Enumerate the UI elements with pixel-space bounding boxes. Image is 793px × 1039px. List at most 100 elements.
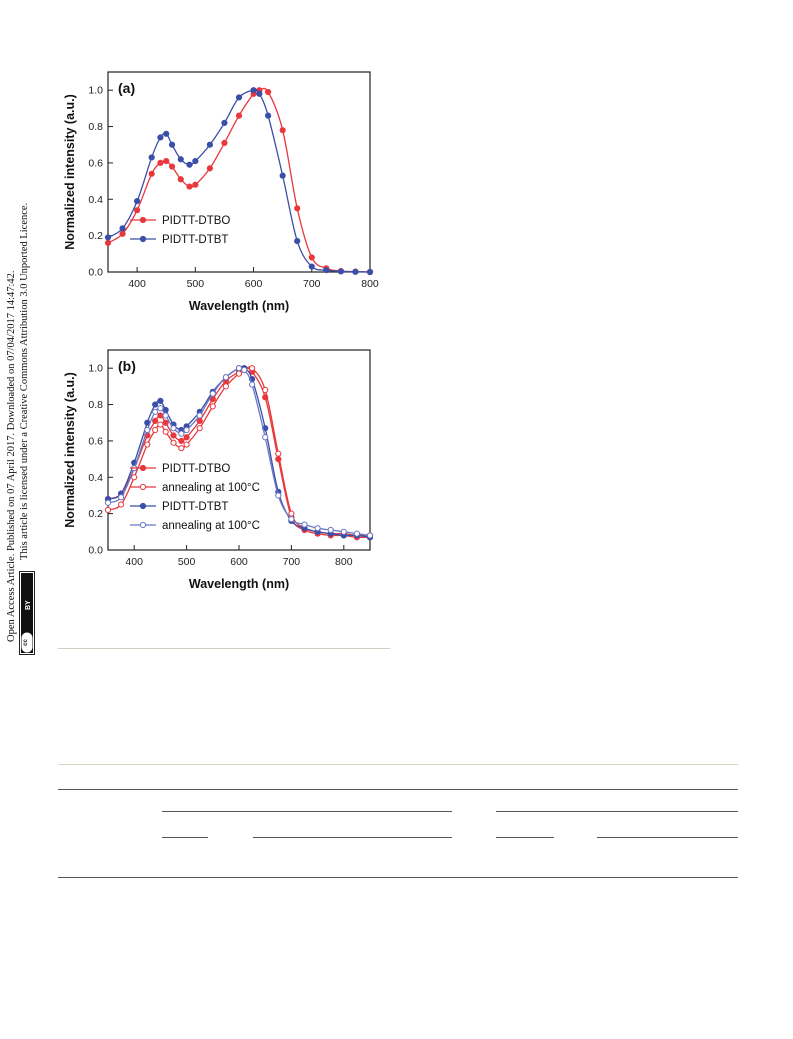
data-point xyxy=(250,87,257,94)
data-point xyxy=(157,412,164,419)
legend-label: PIDTT-DTBO xyxy=(162,215,230,227)
data-point xyxy=(134,207,141,214)
x-tick-label: 500 xyxy=(187,278,205,290)
y-axis-label: Normalized intensity (a.u.) xyxy=(63,372,77,528)
legend-label: PIDTT-DTBT xyxy=(162,501,228,513)
data-point xyxy=(275,450,282,457)
legend-marker xyxy=(139,502,147,510)
data-point xyxy=(222,383,229,390)
data-point xyxy=(314,525,321,532)
cc-text: cc xyxy=(23,639,29,646)
y-tick-label: 0.4 xyxy=(88,194,103,206)
data-point xyxy=(168,163,176,170)
data-point xyxy=(294,237,301,245)
data-point xyxy=(294,205,301,212)
x-tick-label: 600 xyxy=(230,556,248,568)
data-point xyxy=(168,141,176,148)
y-tick-label: 0.0 xyxy=(88,545,103,557)
data-point xyxy=(275,492,282,499)
x-tick-label: 400 xyxy=(128,278,146,290)
data-point xyxy=(104,506,112,514)
data-point xyxy=(256,90,263,97)
data-point xyxy=(157,421,164,428)
data-point xyxy=(235,365,243,372)
data-point xyxy=(366,532,374,539)
series-line xyxy=(107,366,371,537)
panel-label: (b) xyxy=(118,358,136,374)
chart-panel-a: 400 500 600 700 800 0.0 0.2 0.4 0.6 0.8 1.0 (a) Wave… xyxy=(63,71,379,313)
data-point xyxy=(366,268,374,276)
data-point xyxy=(152,426,159,434)
y-tick-label: 0.2 xyxy=(88,230,103,242)
data-point xyxy=(327,526,334,534)
data-point xyxy=(235,112,243,119)
data-point xyxy=(177,176,184,183)
x-axis-label: Wavelength (nm) xyxy=(189,299,289,313)
data-point xyxy=(301,521,308,528)
legend-marker xyxy=(139,483,147,491)
data-point xyxy=(118,494,125,501)
data-point xyxy=(157,397,164,405)
data-point xyxy=(104,499,112,506)
data-point xyxy=(265,112,272,119)
data-point xyxy=(163,130,170,137)
data-point xyxy=(340,528,347,535)
data-point xyxy=(279,172,286,179)
cc-by-badge-icon[interactable]: cc BY xyxy=(19,571,35,655)
y-tick-label: 0.8 xyxy=(88,121,103,133)
x-tick-label: 700 xyxy=(283,556,301,568)
data-point xyxy=(353,530,360,537)
data-point xyxy=(144,426,151,434)
data-point xyxy=(323,267,330,274)
data-point xyxy=(249,381,256,388)
y-tick-label: 0.4 xyxy=(88,472,103,484)
data-point xyxy=(178,437,185,445)
x-tick-label: 800 xyxy=(361,278,379,290)
legend-marker xyxy=(139,464,147,472)
data-point xyxy=(265,88,272,96)
data-point xyxy=(178,445,185,452)
data-point xyxy=(170,425,177,432)
y-tick-label: 0.2 xyxy=(88,508,103,520)
data-point xyxy=(209,403,216,410)
x-tick-label: 600 xyxy=(245,278,263,290)
legend-label: PIDTT-DTBT xyxy=(162,234,228,246)
data-point xyxy=(152,417,159,425)
y-tick-label: 0.8 xyxy=(88,399,103,411)
data-point xyxy=(157,159,164,167)
data-point xyxy=(163,157,170,165)
y-tick-label: 0.6 xyxy=(88,157,103,169)
data-point xyxy=(134,197,141,205)
data-point xyxy=(170,439,177,446)
data-point xyxy=(162,419,169,426)
data-point xyxy=(209,390,216,397)
data-point xyxy=(206,165,213,172)
series-line xyxy=(107,366,371,537)
data-point xyxy=(152,408,159,415)
data-point xyxy=(262,386,269,394)
x-axis-label: Wavelength (nm) xyxy=(189,577,289,591)
data-point xyxy=(352,268,359,275)
data-point xyxy=(241,366,248,374)
legend-label: annealing at 100°C xyxy=(162,520,260,532)
data-point xyxy=(192,181,199,188)
data-point xyxy=(162,412,169,419)
series-line xyxy=(107,367,371,539)
data-point xyxy=(192,157,199,165)
data-point xyxy=(118,501,125,508)
data-point xyxy=(119,225,126,232)
data-point xyxy=(157,405,164,412)
data-point xyxy=(144,441,151,448)
figure-separator-line xyxy=(58,648,390,649)
data-point xyxy=(183,441,190,448)
data-point xyxy=(131,474,138,481)
license-notice[interactable]: This article is licensed under a Creativ… xyxy=(19,202,30,560)
data-point xyxy=(262,434,269,441)
legend-marker xyxy=(139,216,147,224)
data-point xyxy=(222,374,229,381)
data-point xyxy=(196,412,203,419)
data-point xyxy=(235,94,243,101)
data-point xyxy=(279,127,286,134)
cc-logo-icon: cc xyxy=(21,632,33,653)
data-point xyxy=(196,425,203,432)
